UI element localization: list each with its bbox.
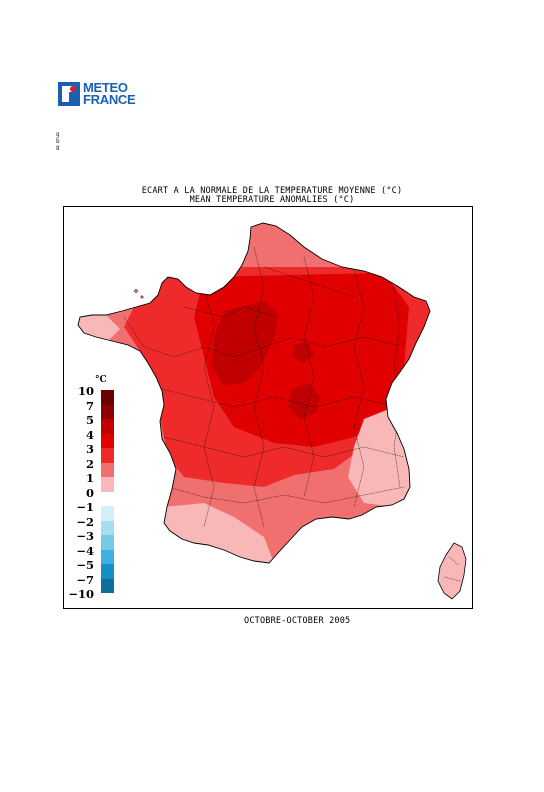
legend-label: −1 [76, 500, 94, 514]
meteo-france-logo: METEO FRANCE [58, 80, 144, 108]
logo-text-france: FRANCE [83, 92, 136, 107]
legend-row: −2 [66, 514, 116, 535]
legend-row: 2 [66, 456, 116, 477]
legend-label: 5 [85, 413, 94, 427]
legend-swatch [101, 462, 114, 477]
side-marks: g b 8 [56, 131, 62, 152]
legend-swatch [101, 419, 114, 434]
legend-row: −10 [66, 587, 116, 602]
france-anomaly-map [77, 222, 467, 600]
legend-label: −2 [76, 514, 94, 529]
zone-above-4-east [292, 341, 314, 363]
map-period-label: OCTOBRE-OCTOBER 2005 [244, 616, 351, 626]
channel-islands [134, 289, 144, 299]
legend-row: 1 [66, 471, 116, 492]
legend-unit-label: °C [95, 375, 107, 385]
legend-swatch [101, 564, 114, 579]
legend-row: 7 [66, 398, 116, 419]
legend-label: 0 [85, 485, 94, 500]
corsica [437, 542, 467, 600]
legend-swatch [101, 491, 114, 506]
legend-label: 7 [85, 398, 94, 413]
legend-swatch [101, 506, 114, 521]
legend-swatch [101, 520, 114, 535]
legend-swatch [101, 433, 114, 448]
side-mark: b [56, 138, 60, 145]
legend-label: −3 [76, 529, 94, 543]
logo-text-meteo: METEO [83, 80, 128, 95]
side-mark: 8 [56, 145, 60, 152]
legend-row: −5 [66, 558, 116, 579]
legend-label: 4 [85, 427, 94, 442]
meteo-france-emblem-icon [58, 82, 80, 106]
legend-row: 4 [66, 427, 116, 448]
legend-label: −5 [76, 558, 94, 572]
side-mark: g [56, 131, 60, 138]
legend-label: 2 [85, 456, 94, 471]
legend-swatch [101, 535, 114, 550]
legend-row: −4 [66, 543, 116, 564]
map-title-english: MEAN TEMPERATURE ANOMALIES (°C) [189, 195, 355, 205]
map-frame [63, 206, 473, 609]
legend-row: 3 [66, 442, 116, 463]
legend-label: 3 [85, 442, 94, 456]
legend-swatch [101, 477, 114, 492]
legend-label: −4 [76, 543, 94, 558]
zone-0-to-1-southwest [164, 503, 274, 563]
legend-swatch [101, 390, 114, 405]
legend-row: 10 [66, 384, 116, 405]
legend-row: 5 [66, 413, 116, 434]
legend-swatch [101, 404, 114, 419]
legend-swatch [101, 448, 114, 463]
legend-row: −1 [66, 500, 116, 521]
zone-0-to-1-brittany [78, 313, 120, 341]
legend-row: −7 [66, 572, 116, 593]
legend-label: −10 [68, 587, 94, 601]
legend-row: 0 [66, 485, 116, 506]
anomaly-fill-layer [78, 223, 430, 563]
legend-swatch [101, 549, 114, 564]
map-title-french: ECART A LA NORMALE DE LA TEMPERATURE MOY… [141, 186, 403, 196]
legend-row: −3 [66, 529, 116, 550]
legend-label: −7 [76, 572, 94, 587]
legend-swatch [101, 578, 114, 593]
legend-label: 10 [77, 384, 94, 398]
zone-above-4-paris [212, 301, 279, 385]
legend-label: 1 [85, 471, 94, 485]
zone-above-4-center [288, 383, 320, 419]
